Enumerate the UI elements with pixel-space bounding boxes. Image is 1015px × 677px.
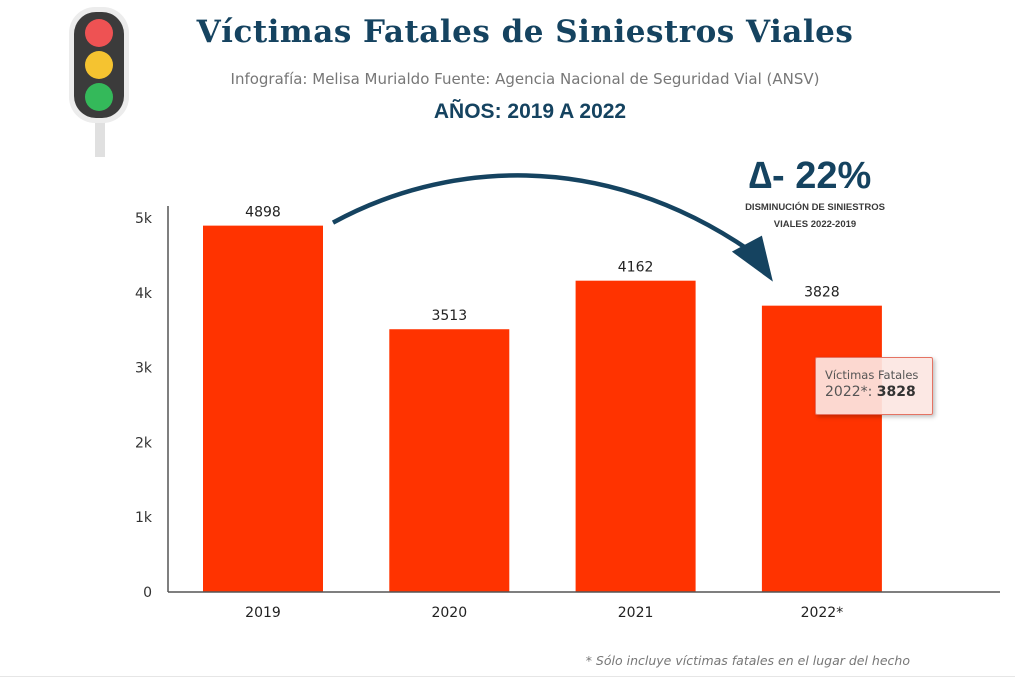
y-axis: 0 1k 2k 3k 4k 5k (135, 206, 169, 601)
tooltip-category: 2022*: (825, 384, 877, 400)
delta-percentage: ∆- 22% (748, 155, 872, 197)
bar-2021[interactable] (575, 280, 696, 592)
y-tick-label: 1k (135, 510, 153, 526)
x-tick-label: 2020 (431, 605, 467, 621)
chart-subtitle: Infografía: Melisa Murialdo Fuente: Agen… (230, 70, 820, 88)
y-tick-label: 5k (135, 211, 153, 227)
bars: 4898 3513 4162 3828 (203, 205, 882, 593)
data-label: 4162 (618, 260, 654, 276)
tooltip-label: Víctimas Fatales (825, 368, 919, 382)
y-tick-label: 4k (135, 286, 153, 302)
chart-title: Víctimas Fatales de Siniestros Viales (196, 14, 854, 50)
y-tick-label: 3k (135, 361, 153, 377)
x-tick-label: 2021 (618, 605, 654, 621)
tooltip: Víctimas Fatales 2022*: 3828 (815, 357, 933, 415)
tooltip-value-line: 2022*: 3828 (825, 384, 932, 400)
y-tick-label: 0 (143, 585, 152, 601)
trend-arrow (331, 173, 752, 253)
delta-caption-line2: VIALES 2022-2019 (773, 219, 857, 230)
arrowhead-icon (731, 235, 773, 282)
x-tick-label: 2022* (801, 605, 844, 621)
data-label: 4898 (245, 205, 281, 221)
delta-caption: DISMINUCIÓN DE SINIESTROS VIALES 2022-20… (735, 199, 895, 233)
delta-caption-line1: DISMINUCIÓN DE SINIESTROS (745, 202, 885, 213)
traffic-light-icon (69, 7, 129, 157)
data-label: 3513 (431, 308, 467, 324)
x-axis: 2019 2020 2021 2022* (168, 591, 1000, 621)
footnote: * Sólo incluye víctimas fatales en el lu… (585, 653, 910, 668)
tooltip-value: 3828 (876, 384, 916, 400)
bar-2020[interactable] (389, 329, 510, 592)
bar-2019[interactable] (203, 225, 323, 593)
x-tick-label: 2019 (245, 605, 281, 621)
bar-2022[interactable] (761, 305, 882, 592)
data-label: 3828 (804, 285, 840, 301)
years-range: AÑOS: 2019 A 2022 (433, 100, 627, 123)
y-tick-label: 2k (135, 435, 153, 451)
